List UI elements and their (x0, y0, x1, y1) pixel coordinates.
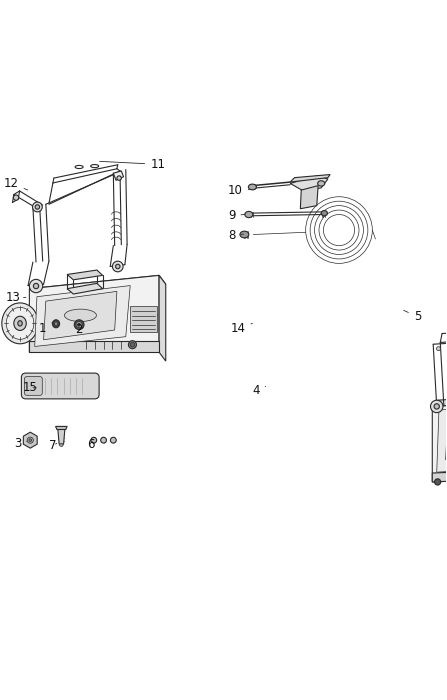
Polygon shape (35, 286, 130, 346)
Text: 7: 7 (49, 439, 57, 452)
Text: 11: 11 (100, 158, 165, 171)
Ellipse shape (113, 261, 123, 272)
Ellipse shape (74, 320, 84, 330)
Text: 13: 13 (6, 291, 26, 304)
Text: 14: 14 (231, 322, 253, 335)
Polygon shape (30, 341, 159, 352)
Text: 1: 1 (39, 322, 52, 335)
Text: 15: 15 (23, 382, 38, 394)
Ellipse shape (240, 231, 249, 238)
Polygon shape (67, 270, 103, 280)
Ellipse shape (35, 204, 40, 209)
Ellipse shape (117, 176, 121, 181)
Ellipse shape (434, 479, 441, 485)
Bar (130, 306, 157, 332)
Ellipse shape (29, 439, 32, 442)
Polygon shape (432, 392, 447, 407)
Ellipse shape (34, 284, 39, 288)
Polygon shape (23, 432, 37, 448)
Ellipse shape (2, 303, 38, 344)
Ellipse shape (30, 279, 43, 293)
Polygon shape (30, 275, 166, 298)
Ellipse shape (33, 202, 42, 212)
Ellipse shape (59, 444, 63, 447)
Polygon shape (58, 428, 65, 444)
Ellipse shape (91, 438, 97, 443)
Ellipse shape (245, 211, 253, 218)
FancyBboxPatch shape (21, 373, 99, 399)
Polygon shape (55, 426, 67, 430)
Text: 6: 6 (87, 438, 95, 451)
Polygon shape (159, 275, 166, 361)
Text: 9: 9 (228, 209, 245, 223)
Ellipse shape (52, 320, 59, 328)
Polygon shape (44, 291, 117, 340)
Text: 4: 4 (253, 384, 266, 398)
Ellipse shape (54, 322, 58, 326)
Polygon shape (290, 174, 330, 182)
Ellipse shape (18, 321, 22, 326)
Ellipse shape (101, 438, 106, 443)
Ellipse shape (78, 323, 80, 326)
Ellipse shape (27, 437, 34, 443)
Ellipse shape (430, 400, 443, 412)
Ellipse shape (13, 195, 19, 200)
Polygon shape (67, 284, 103, 294)
Text: 2: 2 (75, 323, 82, 335)
Ellipse shape (249, 185, 257, 190)
Polygon shape (432, 399, 447, 482)
Polygon shape (290, 176, 328, 191)
Text: 10: 10 (228, 185, 249, 197)
FancyBboxPatch shape (25, 377, 42, 395)
Ellipse shape (437, 346, 440, 351)
Polygon shape (446, 409, 447, 460)
Ellipse shape (110, 438, 116, 443)
Polygon shape (432, 468, 447, 482)
Ellipse shape (130, 342, 135, 347)
Ellipse shape (249, 184, 257, 190)
Polygon shape (437, 403, 447, 473)
Text: 8: 8 (228, 230, 244, 242)
Polygon shape (30, 275, 159, 352)
Ellipse shape (6, 307, 34, 340)
Ellipse shape (116, 265, 120, 269)
Ellipse shape (318, 181, 325, 186)
Ellipse shape (64, 309, 97, 321)
Polygon shape (114, 171, 123, 181)
Text: 12: 12 (4, 177, 28, 190)
Text: 5: 5 (404, 310, 421, 323)
Text: 3: 3 (14, 437, 27, 450)
Ellipse shape (76, 321, 82, 328)
Polygon shape (300, 186, 318, 209)
Ellipse shape (434, 404, 439, 409)
Ellipse shape (321, 211, 328, 216)
Ellipse shape (14, 316, 26, 330)
Ellipse shape (128, 341, 136, 349)
